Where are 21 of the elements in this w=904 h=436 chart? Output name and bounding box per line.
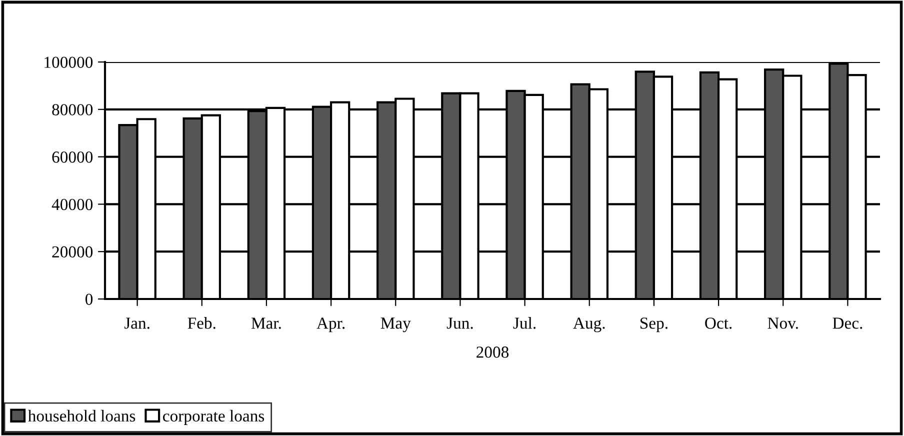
x-tick-label: Jan. (124, 318, 150, 329)
x-tick-label: Sep. (640, 318, 668, 332)
y-tick-label: 20000 (52, 246, 93, 258)
y-tick-label: 100000 (44, 56, 93, 68)
legend-label: corporate loans (163, 410, 264, 425)
y-tick-label: 80000 (52, 104, 93, 116)
x-tick-label: Mar. (251, 318, 281, 329)
y-tick-label: 40000 (52, 198, 93, 210)
x-tick-label: Jul. (513, 317, 536, 329)
x-tick-label: Apr. (316, 318, 345, 332)
x-tick-label: Jun. (446, 318, 473, 329)
x-tick-label: Nov. (768, 318, 798, 329)
x-tick-label: Feb. (188, 317, 216, 329)
x-tick-label: Oct. (705, 318, 732, 329)
x-axis-title: 2008 (476, 346, 509, 358)
legend-label: household loans (28, 410, 136, 422)
x-tick-label: May (380, 318, 411, 332)
y-tick-label: 0 (85, 294, 93, 305)
x-tick-label: Dec. (832, 318, 862, 329)
y-tick-label: 60000 (52, 152, 93, 163)
x-tick-label: Aug. (573, 318, 605, 332)
